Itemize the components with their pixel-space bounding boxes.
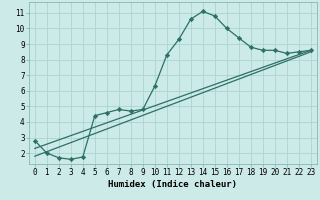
X-axis label: Humidex (Indice chaleur): Humidex (Indice chaleur) <box>108 180 237 189</box>
